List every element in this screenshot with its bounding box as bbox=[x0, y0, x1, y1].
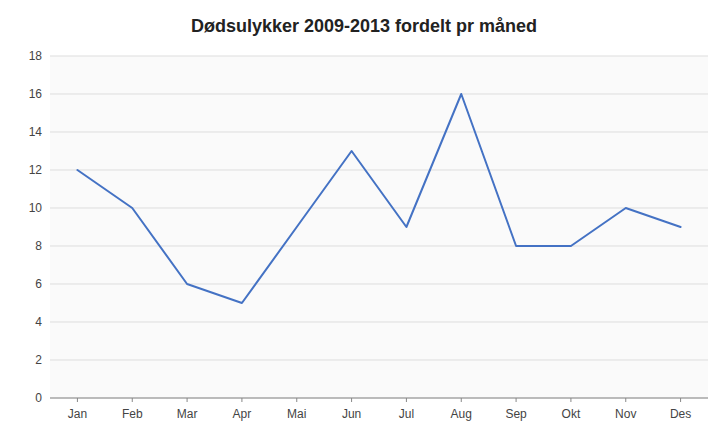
x-tick bbox=[461, 398, 462, 402]
y-tick-label: 12 bbox=[29, 163, 43, 177]
y-tick-label: 14 bbox=[29, 125, 43, 139]
x-tick bbox=[296, 398, 297, 402]
y-tick-label: 8 bbox=[35, 239, 42, 253]
x-tick bbox=[351, 398, 352, 402]
x-tick bbox=[77, 398, 78, 402]
x-axis: Jan Feb Mar Apr Mai Jun Jul Aug Sep Okt Nov Des bbox=[50, 398, 708, 421]
x-tick-label: Sep bbox=[505, 407, 527, 421]
x-tick-label: Feb bbox=[122, 407, 143, 421]
x-tick-label: Jan bbox=[68, 407, 87, 421]
chart-container: Dødsulykker 2009-2013 fordelt pr måned 0 2… bbox=[0, 0, 728, 442]
y-tick-label: 6 bbox=[35, 277, 42, 291]
x-tick-label: Okt bbox=[562, 407, 581, 421]
series-group bbox=[77, 94, 680, 303]
y-axis: 0 2 4 6 8 10 12 14 16 18 bbox=[29, 49, 708, 405]
grid-line bbox=[50, 170, 708, 171]
data-line bbox=[77, 94, 680, 303]
grid-line bbox=[50, 360, 708, 361]
x-tick bbox=[516, 398, 517, 402]
y-tick-label: 10 bbox=[29, 201, 43, 215]
x-tick-label: Aug bbox=[451, 407, 472, 421]
x-tick-label: Des bbox=[670, 407, 691, 421]
grid-line bbox=[50, 132, 708, 133]
y-tick-label: 2 bbox=[35, 353, 42, 367]
x-tick-label: Apr bbox=[233, 407, 252, 421]
x-tick-label: Mai bbox=[287, 407, 306, 421]
grid-line bbox=[50, 94, 708, 95]
x-tick bbox=[625, 398, 626, 402]
y-tick-label: 4 bbox=[35, 315, 42, 329]
x-tick-label: Nov bbox=[615, 407, 636, 421]
plot-area bbox=[50, 56, 708, 398]
x-tick-label: Jul bbox=[399, 407, 414, 421]
y-tick-label: 0 bbox=[35, 391, 42, 405]
x-tick bbox=[680, 398, 681, 402]
y-tick-label: 16 bbox=[29, 87, 43, 101]
grid-line bbox=[50, 246, 708, 247]
x-tick bbox=[406, 398, 407, 402]
chart-svg: Dødsulykker 2009-2013 fordelt pr måned 0 2… bbox=[0, 0, 728, 442]
x-tick bbox=[570, 398, 571, 402]
grid-line bbox=[50, 284, 708, 285]
chart-title: Dødsulykker 2009-2013 fordelt pr måned bbox=[191, 16, 537, 36]
grid-line bbox=[50, 56, 708, 57]
grid-line bbox=[50, 208, 708, 209]
x-axis-line bbox=[50, 398, 708, 399]
x-tick bbox=[241, 398, 242, 402]
grid-line bbox=[50, 398, 708, 399]
x-tick bbox=[132, 398, 133, 402]
grid-line bbox=[50, 322, 708, 323]
x-tick-label: Jun bbox=[342, 407, 361, 421]
x-tick-label: Mar bbox=[177, 407, 198, 421]
x-tick bbox=[187, 398, 188, 402]
y-tick-label: 18 bbox=[29, 49, 43, 63]
